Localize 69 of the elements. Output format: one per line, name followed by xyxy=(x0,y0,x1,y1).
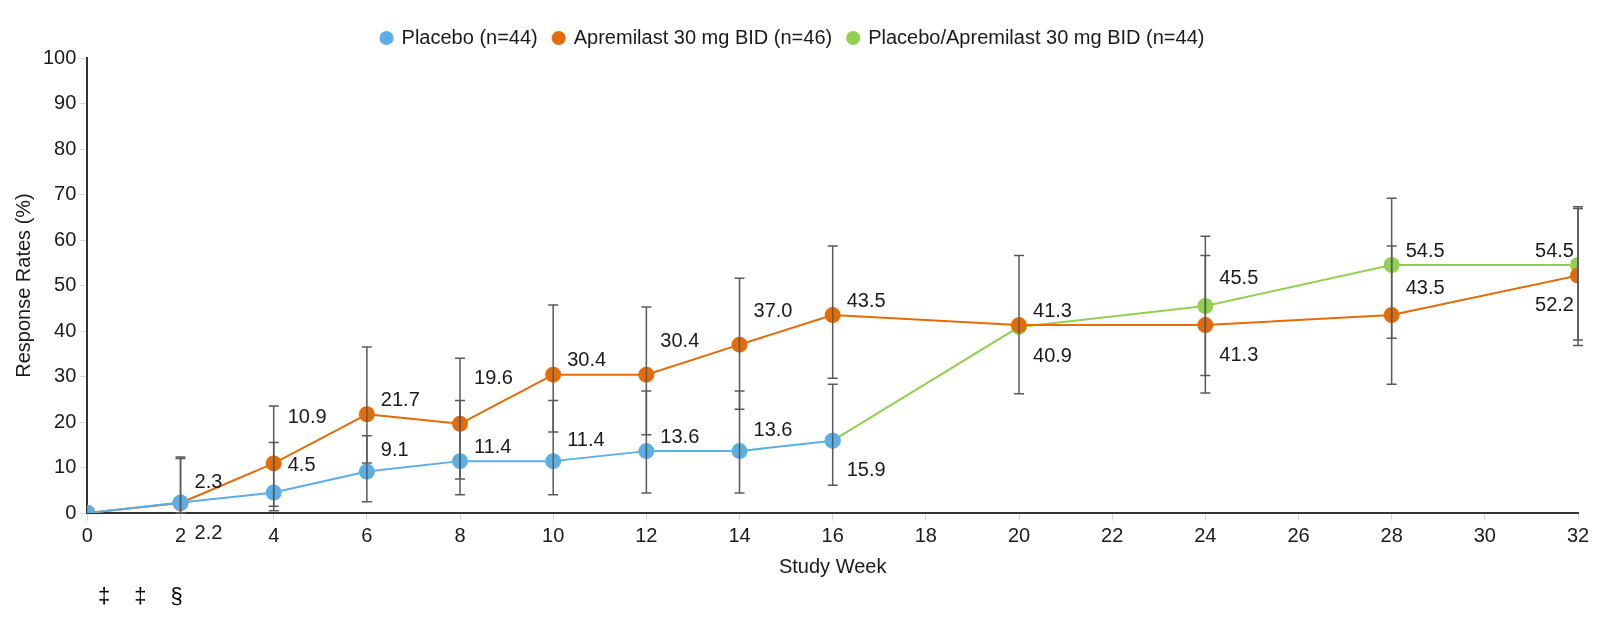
x-axis-title: Study Week xyxy=(778,554,888,577)
point xyxy=(1197,317,1214,334)
x-tick-label: 8 xyxy=(454,523,466,546)
x-tick-label: 18 xyxy=(914,523,937,546)
data-label: 37.0 xyxy=(753,299,793,322)
x-tick-label: 28 xyxy=(1380,523,1403,546)
x-tick-label: 20 xyxy=(1007,523,1031,546)
x-tick-label: 26 xyxy=(1287,523,1310,546)
y-tick-label: 90 xyxy=(54,91,77,114)
data-label: 41.3 xyxy=(1033,298,1072,321)
x-tick-label: 16 xyxy=(821,523,844,546)
x-tick-label: 24 xyxy=(1194,523,1217,546)
data-label: 11.4 xyxy=(567,428,605,451)
data-label: 41.3 xyxy=(1219,342,1259,365)
point xyxy=(638,366,655,383)
x-tick-label: 30 xyxy=(1473,523,1496,546)
data-label: 13.6 xyxy=(660,424,700,447)
x-tick-label: 10 xyxy=(542,523,565,546)
data-label: 10.9 xyxy=(287,405,327,428)
data-label: 30.4 xyxy=(567,348,607,371)
x-tick-label: 22 xyxy=(1101,523,1124,546)
data-label: 54.5 xyxy=(1405,238,1445,261)
point xyxy=(824,307,841,324)
x-tick-label: 2 xyxy=(174,523,187,546)
data-label: 9.1 xyxy=(380,438,409,461)
text: ‡ xyxy=(134,583,147,609)
data-label: 15.9 xyxy=(846,458,886,481)
y-tick-label: 60 xyxy=(54,227,77,250)
y-tick-label: 20 xyxy=(54,409,77,432)
legend-label: Apremilast 30 mg BID (n=46) xyxy=(573,25,833,48)
point xyxy=(731,443,748,460)
x-tick-label: 6 xyxy=(361,523,373,546)
data-label: 54.5 xyxy=(1535,238,1574,261)
data-label: 4.5 xyxy=(287,452,316,475)
y-tick-label: 70 xyxy=(54,182,77,205)
y-tick-label: 10 xyxy=(54,455,77,478)
data-label: 43.5 xyxy=(846,288,886,311)
y-tick-label: 40 xyxy=(54,318,77,341)
y-tick-label: 30 xyxy=(54,364,77,387)
data-label: 52.2 xyxy=(1535,293,1574,316)
x-tick-label: 0 xyxy=(81,523,93,546)
data-label: 11.4 xyxy=(474,434,512,457)
y-tick-label: 80 xyxy=(54,136,77,159)
point xyxy=(265,455,282,472)
x-tick-label: 12 xyxy=(635,523,658,546)
y-tick-label: 50 xyxy=(54,273,77,296)
data-label: 40.9 xyxy=(1033,344,1072,367)
data-label: 2.3 xyxy=(194,469,223,492)
x-tick-label: 32 xyxy=(1566,523,1590,546)
data-label: 19.6 xyxy=(474,365,513,388)
data-label: 13.6 xyxy=(753,417,793,440)
y-tick-label: 0 xyxy=(65,500,77,523)
data-label: 30.4 xyxy=(660,328,700,351)
point xyxy=(1383,257,1400,274)
data-label: 43.5 xyxy=(1405,275,1445,298)
data-label: 2.2 xyxy=(194,520,223,543)
legend-label: Placebo/Apremilast 30 mg BID (n=44) xyxy=(868,25,1205,48)
legend-label: Placebo (n=44) xyxy=(401,25,538,48)
data-label: 45.5 xyxy=(1219,266,1259,289)
x-tick-label: 4 xyxy=(268,523,280,546)
x-tick-label: 14 xyxy=(728,523,751,546)
y-tick-label: 100 xyxy=(42,45,77,68)
data-label: 21.7 xyxy=(380,387,420,410)
y-axis-title: Response Rates (%) xyxy=(11,193,34,378)
point xyxy=(638,443,655,460)
text: § xyxy=(170,583,183,609)
point xyxy=(1197,297,1214,314)
point xyxy=(1383,307,1400,324)
text: ‡ xyxy=(98,583,111,609)
